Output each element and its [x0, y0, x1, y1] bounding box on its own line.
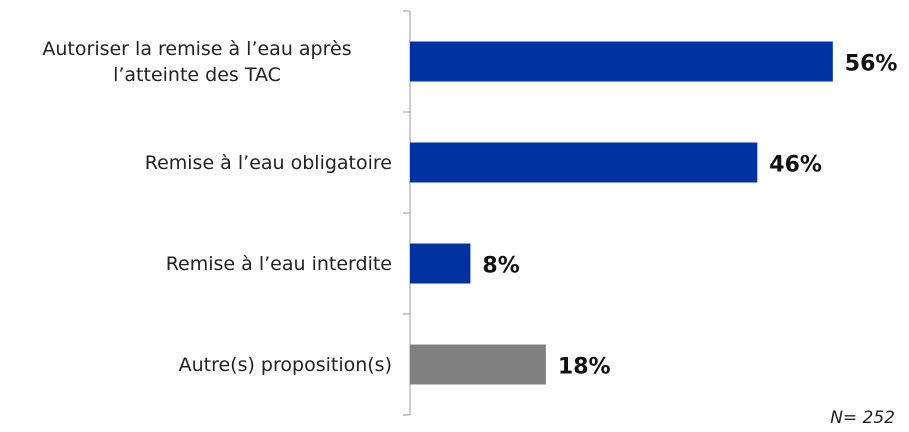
value-label: 56% [844, 51, 898, 76]
category-label: Remise à l’eau obligatoire [144, 151, 392, 174]
annotation: N= 252 [830, 408, 895, 428]
bar [410, 344, 546, 385]
category-label: Remise à l’eau interdite [165, 252, 392, 275]
value-label: 46% [769, 152, 822, 177]
value-label: 8% [482, 253, 520, 278]
category-label: Autre(s) proposition(s) [178, 353, 392, 376]
bar [410, 243, 471, 284]
category-label: Autoriser la remise à l’eau après l’atte… [42, 37, 352, 86]
value-label: 18% [557, 354, 611, 379]
bar [410, 142, 758, 183]
bar [410, 41, 833, 82]
